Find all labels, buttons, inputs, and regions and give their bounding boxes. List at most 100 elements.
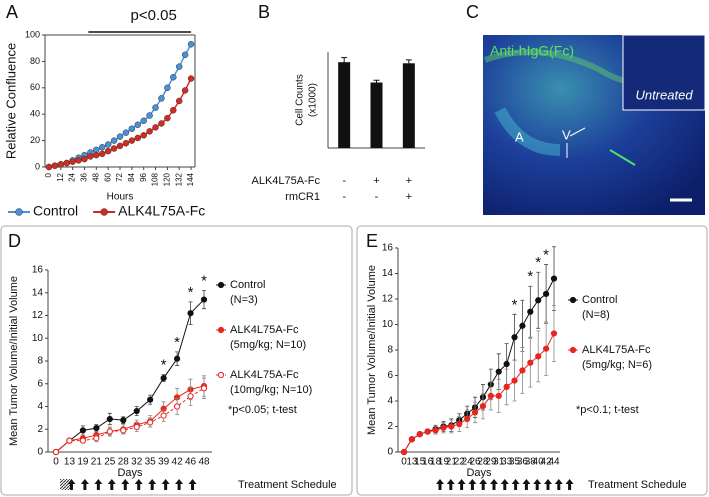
y-tick-label: 0: [387, 447, 393, 458]
data-point: [104, 141, 112, 148]
data-point: [173, 355, 181, 362]
error-bar: [341, 57, 348, 67]
y-axis-label: Mean Tumor Volume/Initial Volume: [366, 265, 378, 435]
data-point: [503, 383, 510, 391]
significance-mark: *: [174, 334, 180, 351]
legend-label: Control: [582, 294, 617, 306]
x-tick-label: 0: [401, 457, 407, 468]
x-tick-label: 24: [68, 172, 77, 181]
data-point: [175, 97, 183, 105]
y-tick-label: 0: [37, 447, 43, 458]
x-tick-label: 31: [493, 457, 505, 468]
schedule-arrow: [490, 479, 498, 490]
x-tick-label: 13: [406, 457, 418, 468]
condition-mark: +: [406, 175, 412, 187]
legend-marker: [569, 346, 577, 354]
schedule-arrow: [457, 479, 466, 490]
y-tick-label: 8: [387, 345, 393, 356]
x-tick-label: 36: [80, 172, 89, 181]
x-tick-label: 42: [172, 457, 184, 468]
y-axis-label: Relative Confluence: [3, 43, 18, 159]
data-point: [164, 84, 171, 92]
legend-marker: [569, 296, 577, 304]
x-tick-label: 38: [525, 457, 537, 468]
schedule-arrow: [565, 479, 574, 490]
data-point: [51, 162, 59, 169]
x-tick-label: 19: [438, 457, 450, 468]
data-point: [93, 435, 100, 442]
schedule-arrow: [67, 479, 76, 490]
x-tick-label: 60: [103, 172, 112, 181]
condition-mark: +: [406, 191, 412, 203]
panel-c: C Anti-hIgG(Fc) Untreated A V: [466, 2, 706, 215]
x-tick-label: 120: [162, 172, 171, 186]
schedule-arrow: [80, 479, 89, 490]
x-tick-label: 42: [541, 457, 553, 468]
data-point: [511, 334, 518, 341]
data-point: [93, 151, 100, 159]
data-point: [66, 437, 73, 444]
x-tick-label: 33: [501, 457, 513, 468]
data-point: [98, 143, 106, 151]
x-tick-label: 28: [118, 457, 130, 468]
schedule-arrow: [161, 479, 170, 490]
y-tick-label: 6: [37, 378, 43, 389]
significance-label: p<0.05: [131, 7, 177, 24]
panel-letter: B: [258, 2, 270, 22]
schedule-arrow: [554, 479, 563, 490]
data-point: [479, 403, 487, 410]
data-point: [527, 308, 534, 315]
significance-mark: *: [188, 284, 194, 301]
legend-label: ALK4L75A-Fc: [230, 369, 299, 381]
stain-label: Anti-hIgG(Fc): [490, 43, 574, 59]
y-tick-label: 20: [30, 135, 40, 145]
legend-note: (N=3): [230, 294, 258, 306]
data-point: [471, 409, 479, 416]
x-tick-label: 48: [198, 457, 210, 468]
error-bar: [405, 59, 412, 67]
legend-marker: [100, 208, 108, 216]
data-point: [187, 393, 194, 400]
error-bar: [373, 79, 380, 85]
data-point: [52, 448, 60, 456]
data-point: [170, 73, 177, 81]
x-tick-label: 32: [131, 457, 143, 468]
legend-label: Control: [230, 279, 265, 291]
schedule-arrow: [479, 479, 488, 490]
x-tick-label: 21: [91, 457, 103, 468]
legend-note: (10mg/kg; N=10): [230, 384, 312, 396]
data-point: [75, 157, 82, 164]
x-tick-label: 96: [139, 172, 148, 181]
data-point: [128, 137, 136, 144]
data-point: [133, 423, 140, 431]
data-point: [511, 377, 518, 384]
data-point: [122, 139, 130, 147]
y-tick-label: 14: [382, 268, 394, 279]
stain-region: [494, 107, 561, 156]
data-point: [200, 296, 208, 303]
data-point: [146, 128, 153, 135]
data-point: [400, 448, 408, 456]
x-tick-label: 72: [115, 172, 124, 181]
data-point: [98, 150, 106, 158]
series-line: [55, 385, 205, 453]
x-tick-label: 48: [91, 172, 100, 181]
data-point: [440, 424, 447, 431]
schedule-arrow: [94, 479, 103, 490]
schedule-arrow: [121, 479, 130, 490]
x-tick-label: 0: [44, 172, 53, 177]
significance-mark: *: [535, 254, 541, 271]
vessel: [609, 149, 636, 166]
legend-marker: [217, 326, 225, 334]
y-tick-label: 14: [32, 287, 44, 298]
x-tick-label: 44: [548, 457, 560, 468]
data-point: [164, 114, 171, 122]
schedule-arrow: [511, 479, 520, 490]
legend-label: Control: [33, 203, 78, 219]
data-point: [81, 155, 88, 163]
data-point: [69, 158, 76, 165]
y-tick-label: 10: [382, 319, 394, 330]
legend-label: ALK4L75A-Fc: [230, 324, 299, 336]
data-point: [79, 427, 87, 434]
data-point: [187, 310, 194, 317]
